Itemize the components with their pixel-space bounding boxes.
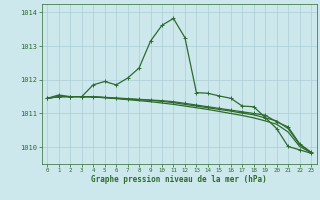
- X-axis label: Graphe pression niveau de la mer (hPa): Graphe pression niveau de la mer (hPa): [91, 175, 267, 184]
